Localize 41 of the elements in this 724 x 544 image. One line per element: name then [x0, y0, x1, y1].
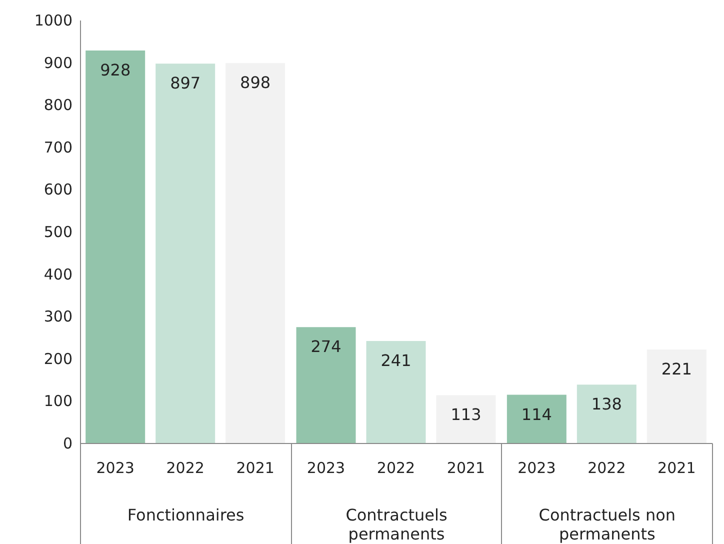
y-tick-label: 1000	[34, 12, 72, 30]
bar	[506, 394, 566, 443]
text: 2023	[518, 459, 556, 477]
bar	[366, 341, 426, 443]
y-tick-label: 200	[44, 350, 72, 368]
text: 2021	[446, 459, 486, 477]
data-label: 221	[661, 360, 692, 379]
data-label: 138	[591, 394, 622, 414]
series-label: 2021	[236, 459, 274, 477]
y-tick-label: 600	[44, 180, 72, 199]
y-tick-label: 800	[44, 96, 72, 114]
y-tick-label: 500	[44, 223, 72, 241]
data-label: 114	[521, 404, 552, 424]
x-tick-label: Fonctionnaires	[127, 506, 244, 524]
data-label: 274	[310, 337, 342, 356]
bar	[576, 384, 636, 443]
data-label: 241	[380, 351, 412, 370]
series-label: 2022	[166, 459, 204, 477]
data-label: 928	[100, 60, 131, 80]
bar	[296, 327, 356, 443]
text: 2023	[306, 459, 346, 477]
text: 2021	[658, 459, 696, 477]
y-tick-label: 700	[44, 138, 72, 156]
x-tick-label: Contractuels non permanents	[538, 506, 676, 544]
x-tick-label: Contractuels permanents	[346, 506, 448, 544]
series-label: 2023	[96, 459, 134, 477]
data-label: 897	[170, 74, 201, 93]
bar	[646, 350, 706, 443]
data-label: 898	[240, 73, 271, 92]
text: 2022	[588, 459, 626, 477]
y-tick-label: 400	[44, 265, 72, 284]
text: 2022	[376, 459, 416, 477]
data-label: 113	[450, 405, 482, 424]
bar	[86, 50, 146, 443]
bar	[156, 64, 216, 443]
y-tick-label: 100	[44, 392, 72, 410]
bar	[436, 395, 496, 443]
y-tick-label: 900	[44, 54, 72, 72]
bar	[226, 63, 286, 443]
y-tick-label: 300	[44, 308, 72, 326]
y-tick-label: 0	[62, 434, 72, 452]
